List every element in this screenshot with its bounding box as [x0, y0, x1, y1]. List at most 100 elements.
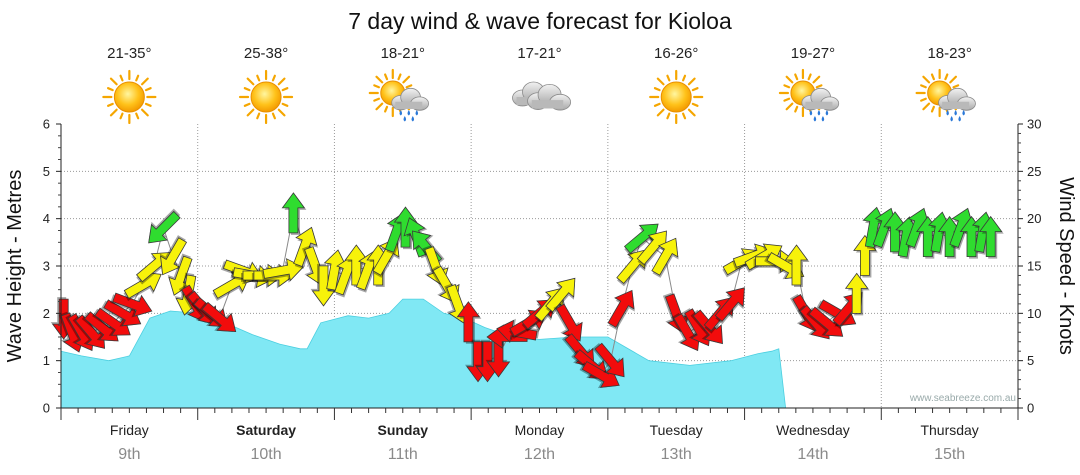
sun-ray [243, 102, 251, 107]
temperature-range: 16-26° [654, 45, 698, 62]
rain-drop [950, 116, 953, 122]
day-date: 15th [934, 446, 965, 463]
sun-ray [922, 75, 931, 84]
sun-ray [281, 102, 289, 107]
rain-drop [821, 116, 825, 122]
wind-arrow [159, 235, 188, 276]
sun-ray [687, 77, 696, 86]
day-date: 13th [661, 446, 692, 463]
sun-ray [920, 84, 927, 89]
rain-drop [817, 110, 821, 116]
sun-ray [271, 74, 276, 82]
wind-arrow-body [311, 265, 336, 307]
wind-arrow-body [212, 271, 251, 299]
axes: 0 1 2 3 4 5 6 0 5 10 15 20 25 30 [43, 117, 1041, 420]
cloud-base [531, 100, 564, 109]
cloud-base [805, 101, 833, 109]
wind-arrow [545, 277, 576, 315]
temperature-range: 21-35° [107, 45, 151, 62]
rain-drop [403, 116, 407, 122]
sun-disc [250, 81, 282, 113]
right-tick-label: 15 [1027, 259, 1041, 274]
sun-ray [785, 75, 794, 84]
cloud-base [395, 101, 423, 109]
wind-arrow-body [262, 258, 304, 282]
temperature-range: 18-23° [927, 45, 971, 62]
sun-ray [373, 97, 381, 102]
rain-drop [825, 110, 829, 116]
temperature-range: 19-27° [791, 45, 835, 62]
wind-arrow [261, 258, 304, 283]
wind-arrow-body [651, 237, 679, 276]
wind-arrow [281, 192, 307, 235]
sun-ray [405, 84, 413, 89]
day-date: 12th [524, 446, 555, 463]
sun-ray [930, 73, 936, 81]
rain-icon [778, 68, 840, 122]
weather-strip: 21-35° 25-38° 18-21° 17-21° 16-26° 19-27° 18-2… [102, 45, 976, 125]
wind-arrow-body [594, 342, 625, 378]
sun-ray [397, 73, 402, 81]
sun-ray [653, 87, 661, 92]
watermark: www.seabreeze.com.au [909, 393, 1016, 404]
wind-arrow [323, 249, 348, 293]
sun-ray [107, 102, 114, 107]
wind-arrow-body [293, 226, 318, 268]
sun-ray [783, 97, 791, 102]
rain-drop [954, 110, 957, 116]
chart-title: 7 day wind & wave forecast for Kioloa [348, 8, 732, 34]
day-date: 11th [388, 446, 418, 463]
temperature-range: 18-21° [381, 45, 425, 62]
sun-ray [119, 74, 124, 82]
sun-ray [135, 112, 140, 120]
cloudy-icon [512, 81, 571, 111]
wind-arrow-body [281, 192, 306, 234]
day-date: 10th [251, 446, 282, 463]
left-tick-label: 6 [43, 117, 50, 132]
sun-ray [794, 105, 799, 113]
rain-drop [962, 110, 965, 116]
sun-ray [402, 75, 411, 84]
wind-arrow [553, 303, 583, 342]
sun-ray [140, 108, 149, 117]
sun-disc [660, 81, 692, 113]
wind-arrow-body [545, 277, 576, 313]
rain-drop [958, 116, 961, 122]
sun-ray [243, 87, 251, 92]
cloud-base [942, 101, 970, 109]
wind-arrow [110, 292, 153, 318]
left-tick-label: 2 [43, 306, 50, 321]
sun-ray [794, 73, 799, 81]
wind-arrow [212, 271, 251, 302]
day-name: Friday [110, 422, 149, 438]
wind-arrow [844, 272, 870, 316]
sun-ray [144, 102, 152, 107]
sun-ray [277, 77, 286, 86]
rain-drop [946, 110, 949, 116]
rain-icon [915, 68, 976, 122]
wind-arrow-body [784, 244, 809, 286]
right-axis-title: Wind Speed - Knots [1055, 177, 1077, 355]
sun-ray [682, 112, 687, 120]
sun-ray [119, 112, 124, 120]
temperature-range: 17-21° [517, 45, 561, 62]
sun-ray [666, 74, 671, 82]
sun-ray [246, 108, 255, 117]
sun-ray [375, 75, 384, 84]
left-tick-label: 0 [43, 401, 50, 416]
sun-ray [246, 77, 255, 86]
rain-drop [399, 110, 403, 116]
day-name: Wednesday [776, 422, 850, 438]
sunny-icon [102, 69, 157, 125]
wind-arrow-body [714, 287, 745, 322]
wind-arrow [714, 287, 745, 325]
day-name: Saturday [236, 422, 296, 438]
day-date: 14th [797, 446, 828, 463]
wind-arrow-body [148, 210, 181, 244]
sun-ray [653, 102, 661, 107]
sun-ray [691, 102, 699, 107]
left-tick-label: 5 [43, 164, 50, 179]
wind-arrow-body [112, 292, 153, 317]
wind-arrow-body [607, 289, 635, 328]
